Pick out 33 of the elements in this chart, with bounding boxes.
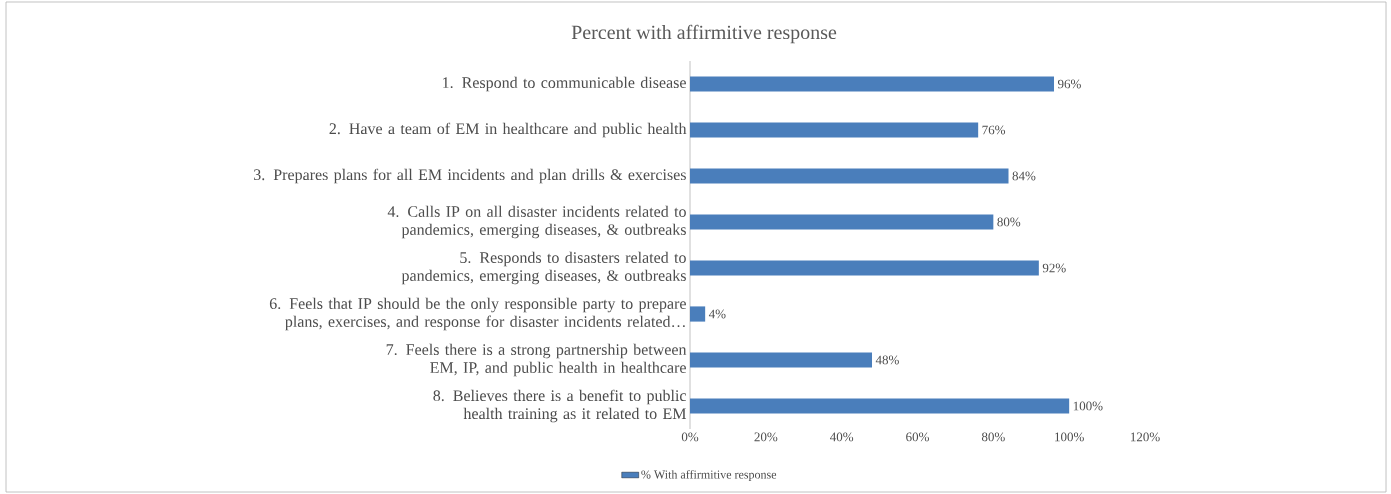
data-label: 92% [1042, 263, 1066, 273]
x-tick-label: 100% [1055, 432, 1084, 442]
bar [690, 352, 872, 368]
x-tick-label: 60% [906, 432, 929, 442]
y-tick-label: 5. Responds to disasters related to pandemics, emerging diseases, & outbreaks [401, 251, 686, 285]
bar [690, 260, 1039, 276]
y-tick-label: 3. Prepares plans for all EM incidents and plan drills & exercises [254, 168, 686, 184]
bar [690, 398, 1070, 414]
y-tick-label: 8. Believes there is a benefit to public health training as it related to EM [433, 389, 687, 423]
x-tick-label: 40% [830, 432, 854, 442]
x-tick-label: 80% [981, 432, 1005, 442]
bar [690, 76, 1055, 92]
y-tick-label: 2. Have a team of EM in healthcare and public health [329, 122, 687, 138]
data-label: 100% [1073, 401, 1103, 411]
x-tick-label: 0% [681, 432, 699, 442]
y-tick-label: 7. Feels there is a strong partnership between EM, IP, and public health in healthcare [386, 343, 687, 377]
legend-label: % With affirmitive response [641, 470, 777, 482]
y-tick-label: 6. Feels that IP should be the only responsible party to prepare plans, exercises, and response for disaster incidents related… [269, 297, 686, 331]
data-label: 84% [1012, 171, 1036, 181]
data-label: 96% [1057, 79, 1081, 89]
x-tick-label: 120% [1130, 432, 1160, 442]
x-tick-label: 20% [754, 432, 778, 442]
chart-title: Percent with affirmitive response [571, 24, 837, 44]
bar [690, 306, 706, 322]
bar [690, 122, 979, 138]
data-label: 48% [875, 355, 899, 365]
y-tick-label: 1. Respond to communicable disease [443, 76, 686, 92]
data-label: 4% [708, 309, 726, 319]
data-label: 76% [982, 125, 1006, 135]
y-tick-label: 4. Calls IP on all disaster incidents related to pandemics, emerging diseases, & outbreaks [387, 205, 686, 239]
bar [690, 214, 994, 230]
bar [690, 168, 1009, 184]
data-label: 80% [997, 217, 1021, 227]
